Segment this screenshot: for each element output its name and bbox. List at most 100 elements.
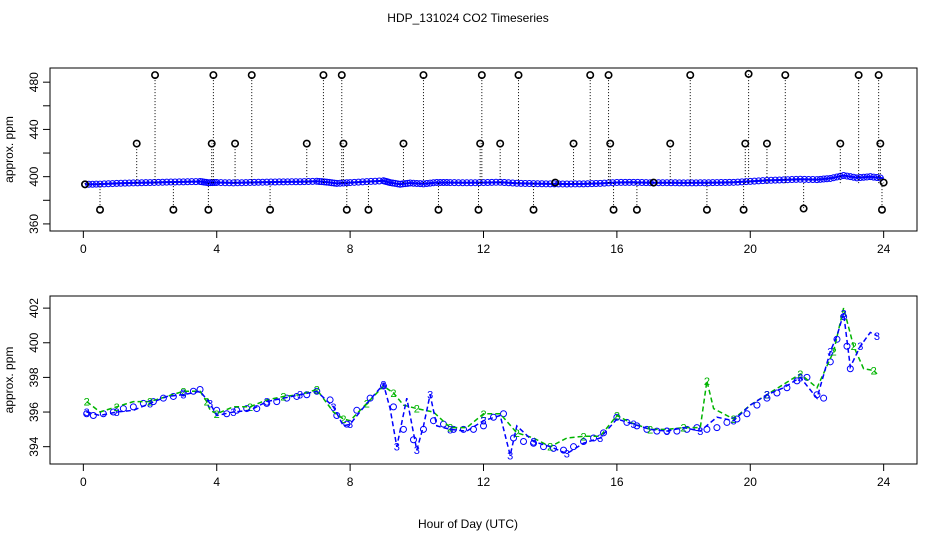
baseline-point	[750, 177, 758, 185]
data-point	[243, 405, 251, 413]
baseline-point	[109, 180, 117, 188]
x-tick-label: 16	[610, 475, 624, 489]
data-point	[530, 439, 538, 447]
data-point	[469, 425, 477, 433]
baseline-point	[509, 179, 517, 187]
baseline-point	[328, 179, 336, 187]
baseline-point	[433, 178, 441, 186]
data-point	[343, 420, 351, 428]
baseline-point	[184, 178, 192, 186]
baseline-point	[413, 179, 421, 187]
series-2-marker: 2	[114, 402, 120, 414]
spike-point	[799, 204, 808, 213]
baseline-point	[350, 178, 358, 186]
baseline-point	[159, 178, 167, 186]
data-point	[643, 425, 651, 433]
y-tick-label: 400	[27, 332, 41, 352]
series-3-marker: 3	[857, 341, 863, 353]
baseline-point	[617, 178, 625, 186]
baseline-point	[671, 179, 679, 187]
baseline-point	[171, 178, 179, 186]
baseline-point	[246, 178, 254, 186]
spike-point	[609, 205, 618, 214]
baseline-point	[292, 178, 300, 186]
baseline-point	[323, 178, 331, 186]
baseline-point	[150, 178, 158, 186]
data-point	[590, 434, 598, 442]
spike-point	[666, 139, 675, 148]
series-3-marker: 3	[697, 426, 703, 438]
baseline-point	[596, 179, 604, 187]
data-point	[520, 437, 528, 445]
y-axis-label: approx. ppm	[2, 116, 16, 183]
spike-point	[364, 205, 373, 214]
baseline-point	[816, 175, 824, 183]
baseline-point	[600, 179, 608, 187]
baseline-point	[346, 179, 354, 187]
series-3-marker: 3	[874, 331, 880, 343]
spike-point	[419, 71, 428, 80]
series-2-marker: 2	[340, 414, 346, 426]
baseline-point	[484, 178, 492, 186]
baseline-point	[796, 175, 804, 183]
series-3-line	[86, 313, 878, 456]
data-point	[89, 412, 97, 420]
series-2-marker: 2	[704, 376, 710, 388]
spike-point	[496, 139, 505, 148]
y-axis-label: approx. ppm	[2, 347, 16, 414]
baseline-point	[742, 178, 750, 186]
y-tick-label: 394	[27, 436, 41, 456]
baseline-point	[146, 179, 154, 187]
baseline-point	[542, 180, 550, 188]
baseline-point	[870, 173, 878, 181]
data-point	[600, 429, 608, 437]
y-tick-label: 402	[27, 298, 41, 318]
data-point	[773, 389, 781, 397]
series-3-marker: 3	[447, 424, 453, 436]
x-tick-label: 4	[213, 242, 220, 256]
series-2-marker: 2	[364, 398, 370, 410]
series-3-marker: 3	[764, 390, 770, 402]
baseline-point	[229, 179, 237, 187]
baseline-point	[386, 179, 394, 187]
data-point	[169, 392, 177, 400]
baseline-point	[142, 179, 150, 187]
baseline-point	[429, 179, 437, 187]
series-2-marker: 2	[851, 341, 857, 353]
series-2-marker: 2	[681, 423, 687, 435]
spike-point	[302, 139, 311, 148]
series-3-marker: 3	[480, 416, 486, 428]
baseline-point	[688, 179, 696, 187]
spike-point	[169, 205, 178, 214]
y-tick-label: 360	[27, 214, 41, 234]
baseline-point	[467, 179, 475, 187]
baseline-point	[463, 179, 471, 187]
baseline-point	[100, 180, 108, 188]
series-2-marker: 2	[831, 346, 837, 358]
series-2-marker: 2	[764, 390, 770, 402]
series-2-marker: 2	[514, 428, 520, 440]
data-point	[833, 335, 841, 343]
baseline-point	[638, 179, 646, 187]
baseline-point	[613, 178, 621, 186]
spike-point	[762, 139, 771, 148]
baseline-point	[313, 177, 321, 185]
baseline-point	[534, 180, 542, 188]
data-point	[273, 398, 281, 406]
x-tick-label: 8	[347, 242, 354, 256]
spike-point	[339, 139, 348, 148]
baseline-point	[300, 178, 308, 186]
series-2-marker: 2	[580, 431, 586, 443]
series-3-marker: 3	[114, 407, 120, 419]
baseline-point	[592, 180, 600, 188]
data-point	[459, 425, 467, 433]
chart-title: HDP_131024 CO2 Timeseries	[387, 11, 548, 25]
baseline-point	[767, 176, 775, 184]
spike-point	[606, 139, 615, 148]
baseline-point	[318, 178, 326, 186]
series-2-marker: 2	[84, 397, 90, 409]
baseline-point	[500, 178, 508, 186]
spike-point	[231, 139, 240, 148]
series-3-marker: 3	[264, 397, 270, 409]
